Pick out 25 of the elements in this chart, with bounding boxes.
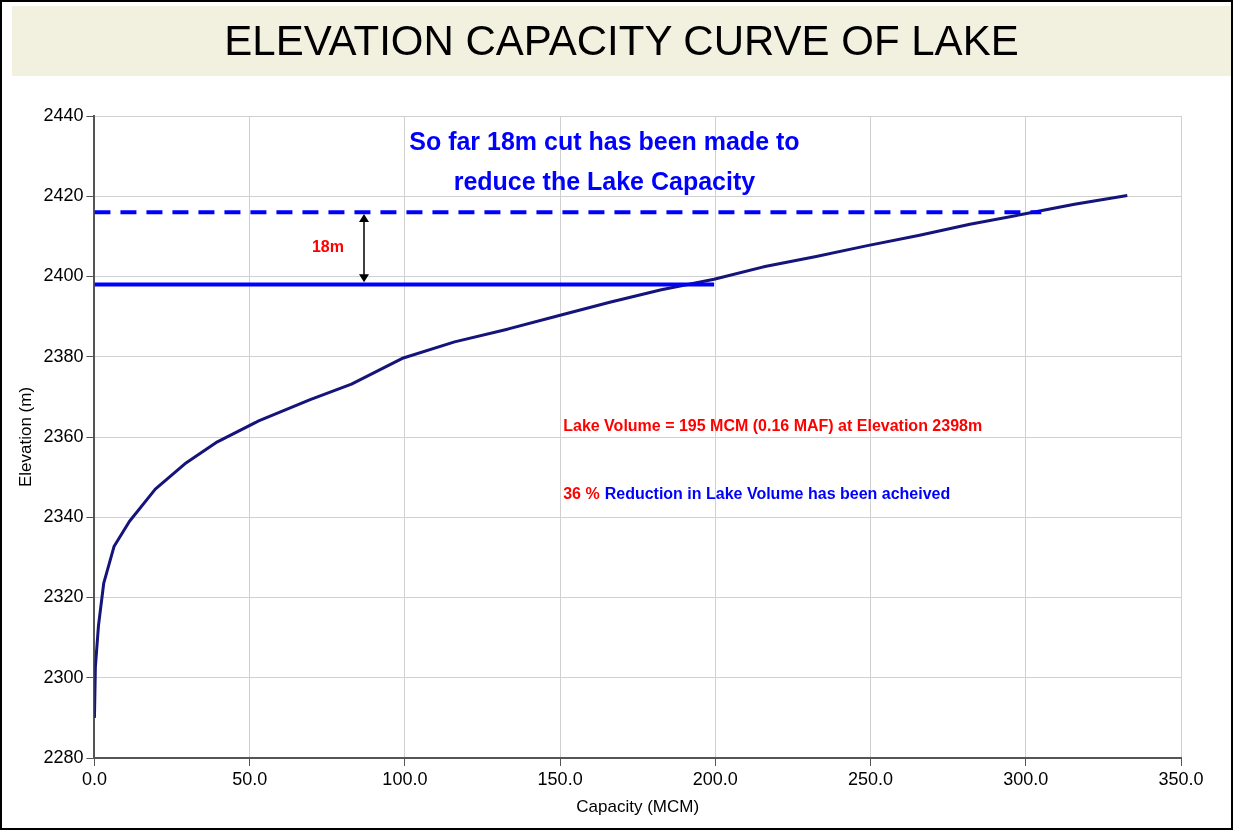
chart-title: ELEVATION CAPACITY CURVE OF LAKE (12, 6, 1231, 76)
y-tick-label: 2380 (43, 345, 84, 366)
y-tick-label: 2420 (43, 185, 84, 206)
annotation: Lake Volume = 195 MCM (0.16 MAF) at Elevation 2398m (563, 416, 983, 435)
x-tick-label: 50.0 (232, 768, 268, 789)
x-tick-label: 150.0 (537, 768, 583, 789)
annotation: 18m (311, 238, 344, 257)
x-tick-label: 200.0 (692, 768, 738, 789)
x-tick-label: 350.0 (1158, 768, 1204, 789)
x-axis-title: Capacity (MCM) (576, 797, 700, 817)
y-tick-label: 2280 (43, 746, 84, 767)
y-tick-label: 2400 (43, 265, 84, 286)
y-axis-title: Elevation (m) (15, 386, 35, 488)
annotation: Reduction in Lake Volume has been acheived (604, 485, 951, 503)
annotation: 36 % (563, 485, 600, 503)
annotation: So far 18m cut has been made to reduce the Lake Capacity (408, 126, 801, 197)
y-tick-label: 2360 (43, 425, 84, 446)
x-tick-label: 250.0 (848, 768, 894, 789)
y-tick-label: 2340 (43, 506, 84, 527)
x-tick-label: 100.0 (382, 768, 428, 789)
y-tick-label: 2320 (43, 586, 84, 607)
y-tick-label: 2440 (43, 104, 84, 125)
y-tick-label: 2300 (43, 666, 84, 687)
x-tick-label: 300.0 (1003, 768, 1049, 789)
x-tick-label: 0.0 (81, 768, 107, 789)
